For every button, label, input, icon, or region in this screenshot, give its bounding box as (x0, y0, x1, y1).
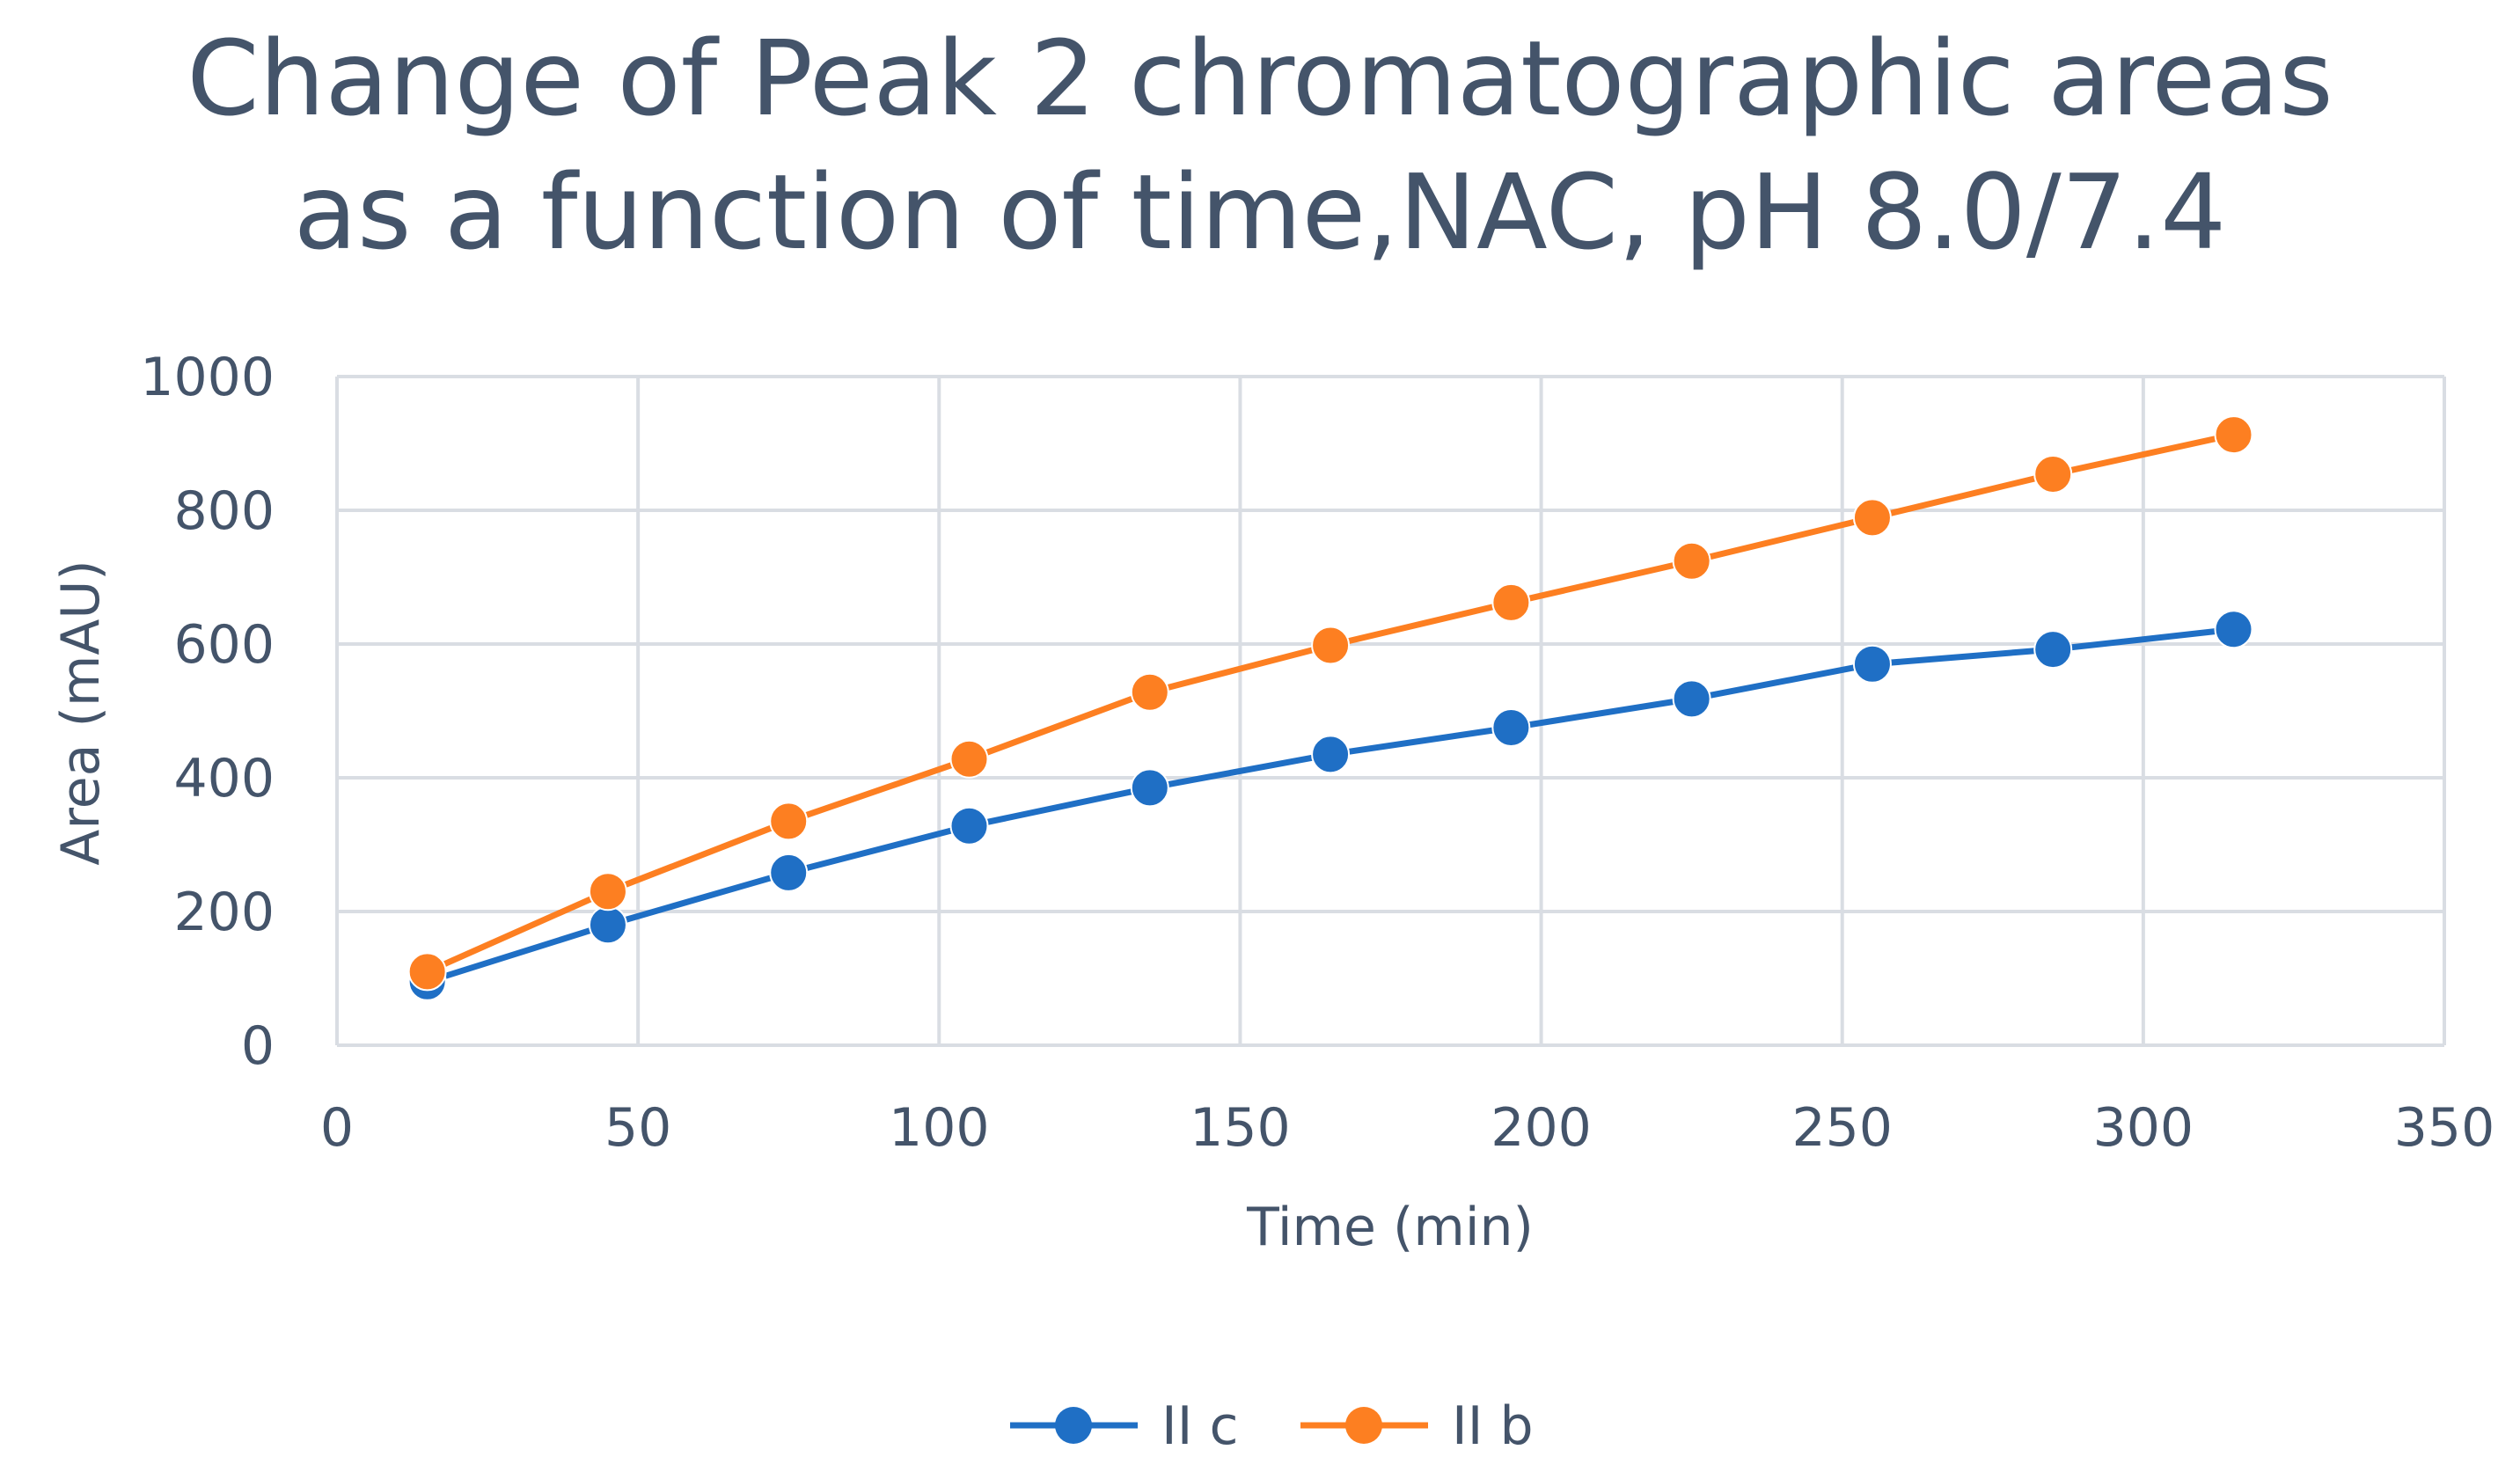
data-point (1311, 735, 1351, 774)
data-point (407, 952, 447, 992)
series-line (426, 626, 2234, 985)
x-tick-label: 0 (320, 1097, 354, 1159)
x-tick-label: 350 (2394, 1097, 2495, 1159)
data-point (1672, 541, 1711, 581)
x-tick-label: 200 (1491, 1097, 1592, 1159)
data-point (588, 872, 627, 912)
data-point (1852, 498, 1892, 538)
plot-grid (335, 375, 2446, 1047)
data-point (2214, 610, 2253, 649)
y-tick-label: 1000 (140, 347, 275, 408)
legend-marker (1055, 1407, 1092, 1444)
y-tick-label: 600 (173, 614, 275, 676)
data-point (1130, 768, 1169, 808)
data-point (1672, 679, 1711, 719)
data-point (1491, 708, 1531, 747)
x-tick-label: 100 (889, 1097, 990, 1159)
series-line (426, 431, 2235, 975)
x-tick-label: 150 (1190, 1097, 1291, 1159)
data-point (769, 802, 809, 841)
x-tick-label: 300 (2093, 1097, 2194, 1159)
x-tick-label: 250 (1791, 1097, 1893, 1159)
data-point (2033, 630, 2073, 670)
series-ii-c (407, 610, 2253, 1001)
chart-title-line-2: as a function of time,NAC, pH 8.0/7.4 (294, 151, 2227, 273)
data-point (1491, 582, 1531, 622)
y-tick-label: 800 (173, 480, 275, 542)
legend-entry: II b (1300, 1395, 1534, 1457)
data-point (588, 905, 627, 945)
y-tick-label: 200 (173, 882, 275, 943)
legend: II c II b (1010, 1395, 1534, 1457)
x-tick-label: 50 (604, 1097, 671, 1159)
data-point (1311, 626, 1351, 665)
data-point (949, 739, 989, 779)
y-axis-ticks: 0 200 400 600 800 1000 (140, 347, 275, 1077)
series-group (407, 415, 2253, 1001)
x-axis-title: Time (min) (1246, 1197, 1534, 1258)
y-tick-label: 400 (173, 748, 275, 809)
data-point (2033, 454, 2073, 494)
legend-label: II c (1161, 1395, 1238, 1457)
data-point (949, 806, 989, 846)
data-point (1130, 672, 1169, 712)
legend-label: II b (1452, 1395, 1534, 1457)
legend-entry: II c (1010, 1395, 1238, 1457)
data-point (2214, 415, 2253, 455)
series-ii-b (407, 415, 2253, 992)
legend-marker (1345, 1407, 1382, 1444)
chart-title-line-1: Change of Peak 2 chromatographic areas (187, 18, 2333, 139)
x-axis-ticks: 0 50 100 150 200 250 300 350 (320, 1097, 2494, 1159)
data-point (769, 853, 809, 892)
data-point (1852, 644, 1892, 684)
y-axis-title: Area (mAU) (50, 560, 112, 865)
y-tick-label: 0 (241, 1015, 275, 1077)
